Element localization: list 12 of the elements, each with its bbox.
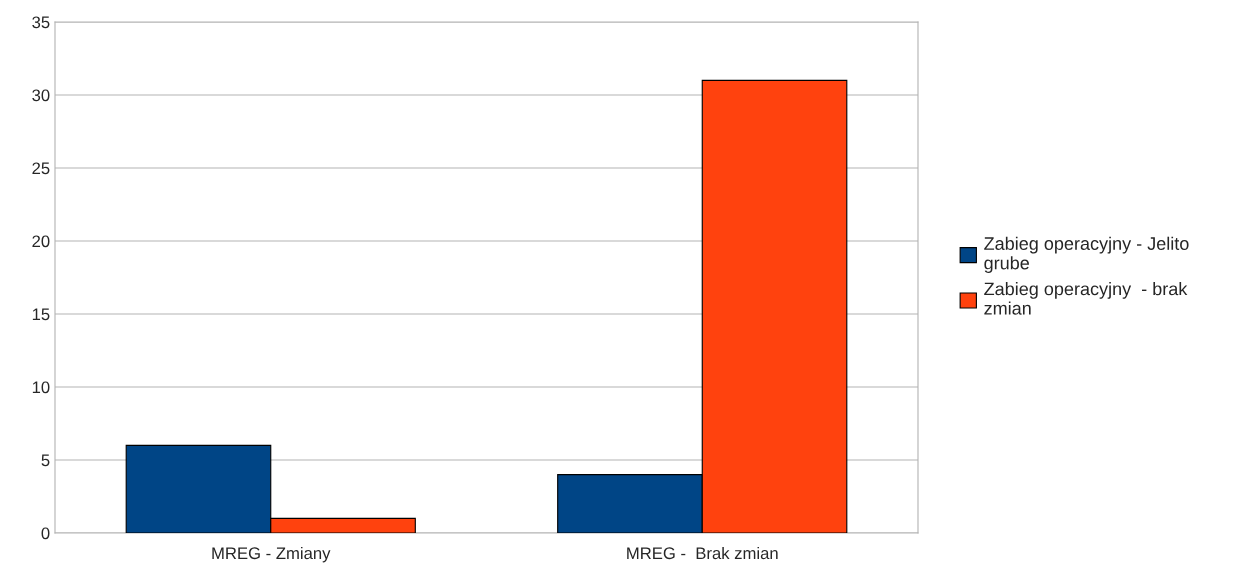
y-tick-label: 20 bbox=[32, 235, 50, 248]
y-tick-label: 5 bbox=[41, 454, 50, 467]
x-tick-label: MREG - Zmiany bbox=[212, 546, 331, 563]
y-tick-label: 15 bbox=[32, 308, 50, 321]
y-tick-label: 0 bbox=[41, 527, 50, 540]
legend-label: Zabieg operacyjny - Jelito grube bbox=[984, 236, 1189, 273]
legend-label: Zabieg operacyjny - brak zmian bbox=[984, 282, 1188, 315]
y-tick-label: 30 bbox=[32, 89, 50, 102]
y-tick-label: 10 bbox=[32, 381, 50, 394]
y-tick-label: 35 bbox=[32, 16, 50, 29]
y-tick-label: 25 bbox=[32, 162, 50, 175]
x-tick-label: MREG - Brak zmian bbox=[627, 546, 778, 560]
